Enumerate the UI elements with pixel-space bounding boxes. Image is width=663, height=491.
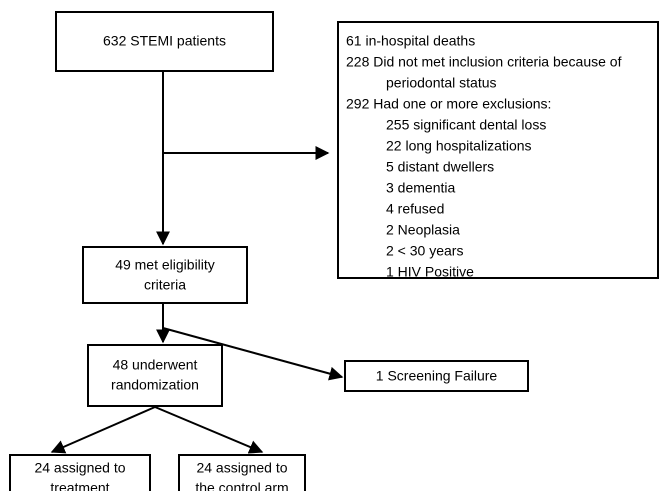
box-text: 48 underwent: [113, 357, 198, 373]
box-text: 228 Did not met inclusion criteria becau…: [346, 54, 622, 70]
box-text: 5 distant dwellers: [386, 159, 494, 175]
box-text: the control arm: [195, 480, 288, 491]
box: [82, 246, 248, 304]
box-text: 3 dementia: [386, 180, 455, 196]
connectors: [50, 71, 344, 454]
box-text: 632 STEMI patients: [103, 33, 226, 49]
arrow: [154, 406, 264, 454]
box-text: 1 Screening Failure: [376, 368, 498, 384]
box-text: 22 long hospitalizations: [386, 138, 532, 154]
box-text: 61 in-hospital deaths: [346, 33, 475, 49]
box-text: randomization: [111, 377, 199, 393]
box-text: 292 Had one or more exclusions:: [346, 96, 551, 112]
box-text: 2 Neoplasia: [386, 222, 460, 238]
box-text: 24 assigned to: [196, 460, 287, 476]
box: [9, 454, 151, 491]
arrow: [50, 406, 156, 454]
box: [55, 11, 274, 72]
arrow: [162, 327, 344, 381]
box: [344, 360, 529, 392]
box: [337, 21, 659, 279]
box-text: periodontal status: [386, 75, 497, 91]
box: [87, 344, 223, 407]
box-text: criteria: [144, 277, 186, 293]
box-text: 2 < 30 years: [386, 243, 463, 259]
box-text: 255 significant dental loss: [386, 117, 546, 133]
box-text: 1 HIV Positive: [386, 264, 474, 280]
box: [178, 454, 306, 491]
box-text: 4 refused: [386, 201, 444, 217]
box-text: 24 assigned to: [34, 460, 125, 476]
box-text: treatment: [50, 480, 109, 491]
box-text: 49 met eligibility: [115, 257, 215, 273]
